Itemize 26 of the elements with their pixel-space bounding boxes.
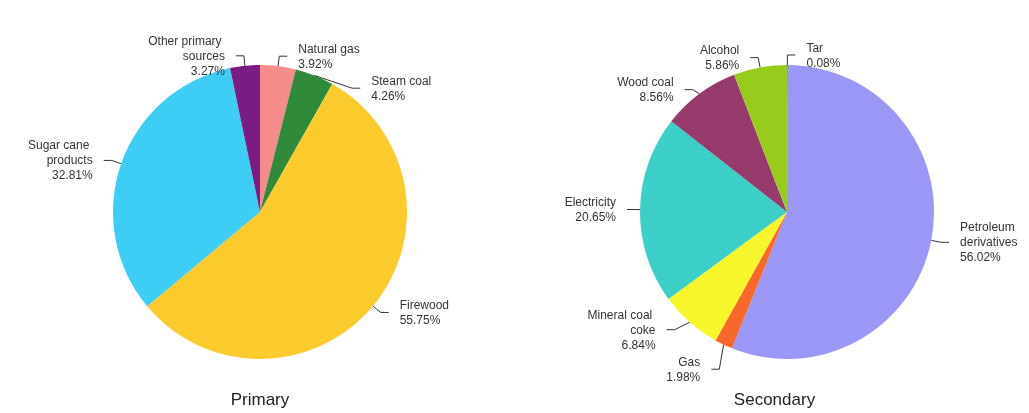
slice-label: Gas xyxy=(678,354,701,369)
data-label: 3.27% xyxy=(190,63,226,78)
data-label: 20.65% xyxy=(575,210,617,225)
data-label: 0.08% xyxy=(806,55,841,70)
data-label: 4.26% xyxy=(371,88,406,103)
slice-label: Petroleum derivatives xyxy=(960,220,1019,250)
slice-label: Alcohol xyxy=(699,43,740,58)
text: Secondary xyxy=(733,390,816,409)
slice-label: Steam coal xyxy=(371,73,432,88)
data-label: 1.98% xyxy=(666,369,701,384)
slice-label: Natural gas xyxy=(298,41,360,56)
data-label: 6.84% xyxy=(621,337,656,352)
slice-label: Sugar cane products xyxy=(27,138,93,168)
slice-label: Electricity xyxy=(564,195,617,210)
data-label: 56.02% xyxy=(960,250,1002,265)
data-label: 8.56% xyxy=(639,90,674,105)
slice-label: Wood coal xyxy=(617,75,674,90)
data-label: 32.81% xyxy=(52,168,94,183)
slice-label: Firewood xyxy=(399,297,450,312)
data-label: 3.92% xyxy=(298,56,333,71)
slice-label: Mineral coal coke xyxy=(587,307,656,337)
data-label: 5.86% xyxy=(705,58,740,73)
slice-label: Tar xyxy=(806,40,824,55)
data-label: 55.75% xyxy=(399,312,441,327)
text: Primary xyxy=(230,390,290,409)
slice-label: Other primary sources xyxy=(148,33,225,63)
